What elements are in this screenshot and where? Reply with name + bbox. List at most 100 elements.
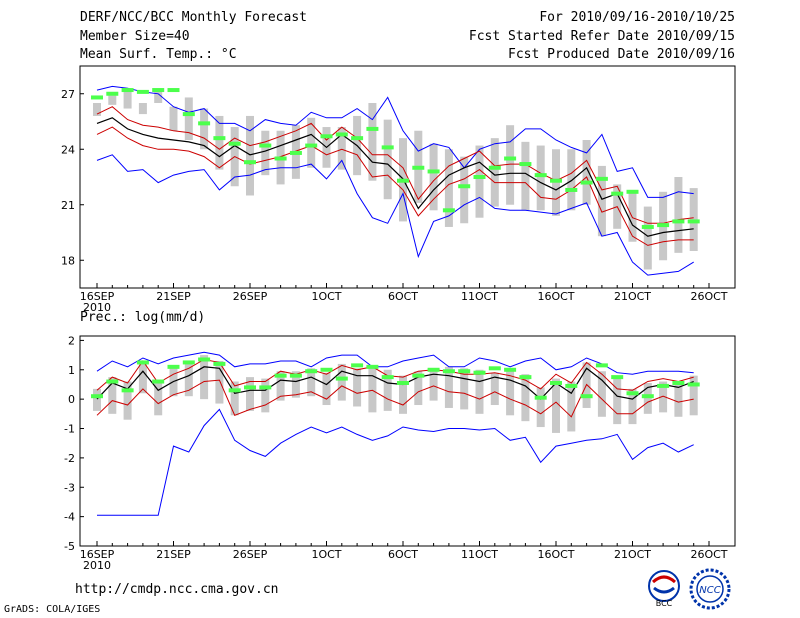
prec-obs-marker: [534, 395, 547, 400]
temp-obs-marker: [412, 165, 425, 170]
temp-obs-marker: [106, 91, 119, 96]
prec-spread-box: [567, 381, 576, 432]
prec-spread-box: [552, 378, 560, 433]
temp-obs-marker: [320, 134, 333, 139]
prec-ytick-label: -4: [64, 511, 75, 524]
prec-spread-box: [659, 381, 668, 413]
prec-spread-box: [383, 369, 392, 411]
prec-spread-box: [138, 362, 147, 394]
temp-xtick-label: 26SEP: [233, 290, 268, 303]
prec-frame: [79, 335, 736, 547]
prec-spread-box: [215, 360, 224, 404]
prec-obs-marker: [519, 375, 532, 380]
prec-spread-box: [246, 377, 254, 411]
temp-xtick-sublabel: 2010: [83, 301, 111, 314]
temp-obs-marker: [504, 156, 517, 161]
temp-spread-box: [383, 119, 392, 200]
prec-xtick-label: 16OCT: [537, 548, 574, 561]
prec-obs-marker: [366, 364, 379, 369]
temp-obs-marker: [366, 126, 379, 131]
temp-spread-box: [536, 145, 545, 211]
temp-obs-marker: [152, 88, 165, 93]
prec-obs-marker: [504, 367, 517, 372]
temp-obs-marker: [458, 184, 471, 189]
prec-obs-marker: [167, 364, 180, 369]
temp-obs-marker: [182, 112, 195, 117]
prec-ytick-label: -5: [64, 540, 75, 553]
temp-spread-box: [246, 115, 254, 196]
temp-obs-marker: [121, 88, 134, 93]
prec-spread-box: [368, 365, 377, 413]
temp-obs-marker: [136, 89, 149, 94]
prec-spread-box: [353, 368, 362, 407]
prec-spread-box: [475, 369, 484, 414]
temp-obs-marker: [473, 175, 486, 179]
temp-spread-box: [138, 103, 147, 115]
prec-spread-box: [643, 382, 652, 414]
temp-obs-marker: [580, 180, 593, 185]
prec-obs-marker: [397, 380, 409, 385]
temp-spread-box: [429, 143, 438, 211]
temp-spread-box: [123, 90, 132, 109]
temp-ytick-label: 21: [61, 199, 75, 212]
prec-obs-marker: [259, 385, 272, 390]
prec-obs-marker: [458, 369, 471, 374]
prec-spread-box: [200, 355, 209, 400]
temp-spread-box: [597, 165, 606, 237]
variable-label: Mean Surf. Temp.: °C: [80, 47, 237, 62]
prec-xtick-label: 6OCT: [388, 548, 418, 561]
prec-spread-box: [613, 378, 622, 425]
prec-ytick-label: -3: [64, 481, 75, 494]
prec-xtick-label: 26SEP: [233, 548, 268, 561]
member-size-label: Member Size=40: [80, 29, 190, 44]
prec-spread-box: [261, 378, 270, 413]
temp-spread-box: [582, 140, 591, 205]
prec-obs-marker: [442, 369, 455, 374]
prec-lower-line: [96, 379, 694, 418]
prec-spread-box: [276, 371, 285, 401]
temp-obs-marker: [91, 95, 103, 100]
prec-spread-box: [399, 375, 407, 414]
forecast-period-label: For 2010/09/16-2010/10/25: [539, 10, 735, 25]
temp-obs-marker: [672, 219, 685, 224]
source-url[interactable]: http://cmdp.ncc.cma.gov.cn: [75, 582, 279, 597]
prec-obs-marker: [320, 367, 333, 372]
prec-obs-marker: [91, 394, 103, 399]
temp-spread-box: [200, 108, 209, 150]
prec-spread-box: [307, 368, 316, 397]
temp-spread-box: [307, 117, 316, 168]
temp-obs-marker: [397, 178, 409, 183]
prec-obs-marker: [580, 394, 593, 399]
temp-spread-box: [93, 103, 101, 116]
prec-obs-marker: [641, 394, 654, 399]
prec-xtick-label: 21OCT: [614, 548, 651, 561]
temp-obs-marker: [213, 136, 226, 141]
temp-spread-box: [628, 189, 637, 242]
temp-xtick-label: 6OCT: [388, 290, 418, 303]
prec-obs-marker: [626, 391, 639, 396]
temp-obs-marker: [335, 132, 348, 137]
temp-max-line: [96, 85, 694, 198]
temp-obs-marker: [167, 88, 180, 93]
temp-lower-line: [96, 126, 694, 246]
prec-spread-box: [597, 371, 606, 417]
temp-spread-box: [521, 141, 530, 211]
temp-min-line: [96, 154, 694, 276]
temp-frame: [79, 65, 736, 289]
temp-obs-marker: [305, 143, 318, 148]
prec-obs-marker: [335, 376, 348, 381]
prec-obs-marker: [611, 375, 624, 380]
prec-obs-marker: [351, 363, 364, 368]
prec-obs-marker: [152, 379, 165, 384]
prec-spread-box: [154, 381, 163, 416]
prec-spread-box: [337, 363, 346, 401]
prec-spread-box: [460, 368, 469, 410]
temp-spread-box: [108, 95, 117, 105]
temp-spread-box: [261, 130, 270, 176]
prec-obs-marker: [213, 361, 226, 366]
temp-obs-marker: [228, 141, 241, 146]
prec-max-line: [96, 351, 694, 375]
prec-spread-box: [322, 372, 331, 406]
prec-obs-marker: [381, 375, 394, 380]
